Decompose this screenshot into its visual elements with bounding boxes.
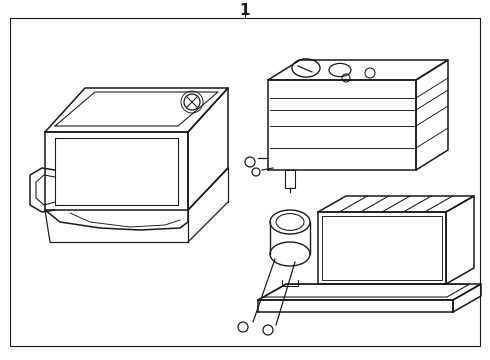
Text: 1: 1	[240, 3, 250, 18]
Bar	[285, 170, 295, 188]
